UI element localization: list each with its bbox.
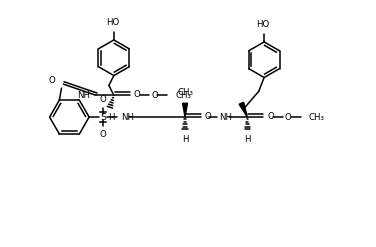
Text: O: O: [100, 95, 106, 104]
Text: H: H: [109, 113, 115, 122]
Text: CH₃: CH₃: [175, 91, 191, 100]
Polygon shape: [239, 102, 247, 117]
Text: NH: NH: [77, 91, 90, 100]
Text: O: O: [285, 113, 292, 122]
Text: CH₃: CH₃: [309, 113, 324, 122]
Text: O: O: [100, 130, 106, 139]
Text: NH: NH: [121, 113, 134, 122]
Text: O: O: [267, 112, 274, 121]
Text: O: O: [49, 76, 56, 85]
Text: O: O: [152, 91, 158, 100]
Text: H: H: [182, 135, 188, 144]
Text: H: H: [244, 135, 250, 144]
Text: HO: HO: [256, 20, 270, 29]
Polygon shape: [183, 103, 188, 117]
Text: NH: NH: [219, 113, 232, 122]
Text: S: S: [100, 113, 106, 122]
Text: O: O: [205, 112, 212, 121]
Text: O: O: [133, 90, 140, 99]
Text: CH₃: CH₃: [177, 88, 193, 97]
Text: HO: HO: [106, 18, 120, 27]
